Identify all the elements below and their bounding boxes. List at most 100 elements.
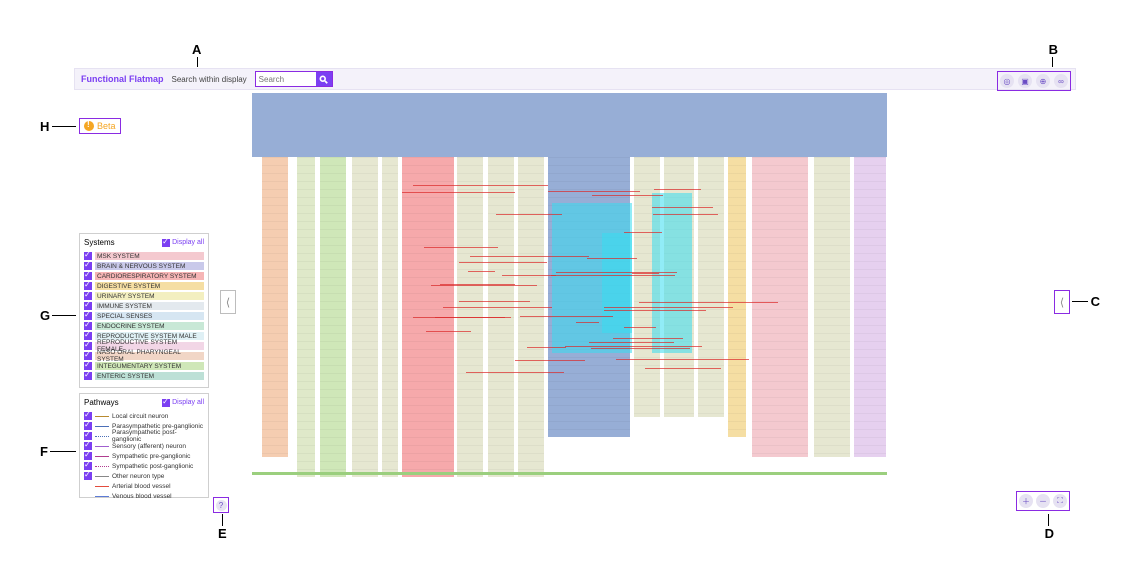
checkbox-icon (162, 399, 170, 407)
canvas-redline (496, 214, 562, 215)
systems-panel: Systems Display all MSK SYSTEMBRAIN & NE… (79, 233, 209, 388)
callout-G: G (40, 308, 50, 323)
pathway-row[interactable]: Arterial blood vessel (84, 481, 204, 491)
pathway-line-sample (95, 426, 109, 427)
checkbox-icon (84, 372, 92, 380)
collapse-right[interactable]: ⟨ (1054, 290, 1070, 314)
checkbox-icon (84, 302, 92, 310)
globe-icon[interactable]: ⊕ (1036, 74, 1050, 88)
canvas-redline (527, 347, 566, 348)
canvas-redline (520, 316, 613, 317)
system-row[interactable]: MSK SYSTEM (84, 251, 204, 261)
zoom-in-button[interactable]: ＋ (1019, 494, 1033, 508)
checkbox-icon (84, 272, 92, 280)
canvas-redline (576, 322, 599, 323)
pathway-label: Sympathetic pre-ganglionic (112, 453, 204, 460)
checkbox-icon (84, 342, 92, 350)
canvas-redline (632, 273, 659, 274)
system-row[interactable]: CARDIORESPIRATORY SYSTEM (84, 271, 204, 281)
link-icon[interactable]: ∞ (1054, 74, 1068, 88)
beta-badge: Beta (79, 118, 121, 134)
canvas-column (854, 157, 886, 457)
beta-label: Beta (97, 121, 116, 131)
pathway-label: Sympathetic post-ganglionic (112, 463, 204, 470)
canvas-overlay-cyan (602, 233, 632, 333)
checkbox-icon (84, 312, 92, 320)
layers-icon[interactable]: ▣ (1018, 74, 1032, 88)
callout-C: C (1091, 294, 1100, 309)
checkbox-icon (84, 362, 92, 370)
callout-D: D (1045, 526, 1054, 541)
pathway-line-sample (95, 456, 109, 457)
canvas-redline (591, 348, 691, 349)
checkbox-icon (84, 252, 92, 260)
help-button[interactable]: ? (213, 497, 229, 513)
system-row[interactable]: DIGESTIVE SYSTEM (84, 281, 204, 291)
canvas-redline (551, 275, 675, 276)
pathway-row[interactable]: Sensory (afferent) neuron (84, 441, 204, 451)
canvas-column (320, 157, 346, 477)
callout-F: F (40, 444, 48, 459)
pathway-line-sample (95, 496, 109, 497)
checkbox-icon (84, 322, 92, 330)
system-row[interactable]: ENTERIC SYSTEM (84, 371, 204, 381)
pathway-label: Parasympathetic post-ganglionic (112, 429, 204, 443)
checkbox-icon (84, 262, 92, 270)
canvas-redline (654, 189, 700, 190)
pathway-label: Arterial blood vessel (112, 483, 204, 490)
system-swatch: DIGESTIVE SYSTEM (95, 282, 204, 290)
pathway-line-sample (95, 486, 109, 487)
pathway-row[interactable]: Venous blood vessel (84, 491, 204, 501)
pathway-row[interactable]: Sympathetic pre-ganglionic (84, 451, 204, 461)
canvas-redline (653, 214, 718, 215)
checkbox-icon (162, 239, 170, 247)
search-input[interactable] (256, 72, 316, 86)
info-icon[interactable]: ◎ (1000, 74, 1014, 88)
checkbox-icon (84, 432, 92, 440)
canvas-redline (435, 317, 511, 318)
search-icon (319, 75, 328, 84)
system-row[interactable]: INTEGUMENTARY SYSTEM (84, 361, 204, 371)
pathway-row[interactable]: Parasympathetic post-ganglionic (84, 431, 204, 441)
system-row[interactable]: NASO ORAL PHARYNGEAL SYSTEM (84, 351, 204, 361)
zoom-controls: ＋ － ⛶ (1016, 491, 1070, 511)
callout-B: B (1049, 42, 1058, 57)
checkbox-icon (84, 412, 92, 420)
canvas-column (382, 157, 398, 477)
pathway-line-sample (95, 476, 109, 477)
pathway-line-sample (95, 416, 109, 417)
system-swatch: SPECIAL SENSES (95, 312, 204, 320)
canvas-redline (431, 285, 536, 286)
search-button[interactable] (316, 72, 332, 86)
system-row[interactable]: IMMUNE SYSTEM (84, 301, 204, 311)
pathway-row[interactable]: Local circuit neuron (84, 411, 204, 421)
pathway-row[interactable]: Sympathetic post-ganglionic (84, 461, 204, 471)
canvas-redline (604, 307, 733, 308)
collapse-left[interactable]: ⟨ (220, 290, 236, 314)
systems-display-all[interactable]: Display all (162, 239, 204, 247)
pathways-panel: Pathways Display all Local circuit neuro… (79, 393, 209, 498)
canvas-redline (624, 327, 656, 328)
pathway-row[interactable]: Other neuron type (84, 471, 204, 481)
system-row[interactable]: SPECIAL SENSES (84, 311, 204, 321)
canvas-column (518, 157, 544, 477)
system-row[interactable]: URINARY SYSTEM (84, 291, 204, 301)
system-swatch: IMMUNE SYSTEM (95, 302, 204, 310)
pathway-label: Local circuit neuron (112, 413, 204, 420)
app-title: Functional Flatmap (81, 74, 164, 84)
zoom-out-button[interactable]: － (1036, 494, 1050, 508)
flatmap-canvas[interactable] (252, 93, 887, 483)
canvas-sky (252, 93, 887, 157)
canvas-redline (639, 302, 778, 303)
canvas-redline (466, 372, 564, 373)
system-row[interactable]: ENDOCRINE SYSTEM (84, 321, 204, 331)
checkbox-icon (84, 442, 92, 450)
system-row[interactable]: BRAIN & NERVOUS SYSTEM (84, 261, 204, 271)
canvas-column (752, 157, 808, 457)
canvas-redline (624, 232, 661, 233)
pathways-display-all[interactable]: Display all (162, 399, 204, 407)
checkbox-icon (84, 462, 92, 470)
canvas-redline (424, 247, 497, 248)
pathways-title: Pathways (84, 398, 119, 407)
zoom-fit-button[interactable]: ⛶ (1053, 494, 1067, 508)
